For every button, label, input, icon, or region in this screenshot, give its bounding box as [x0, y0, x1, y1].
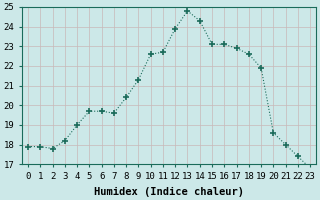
X-axis label: Humidex (Indice chaleur): Humidex (Indice chaleur) — [94, 186, 244, 197]
